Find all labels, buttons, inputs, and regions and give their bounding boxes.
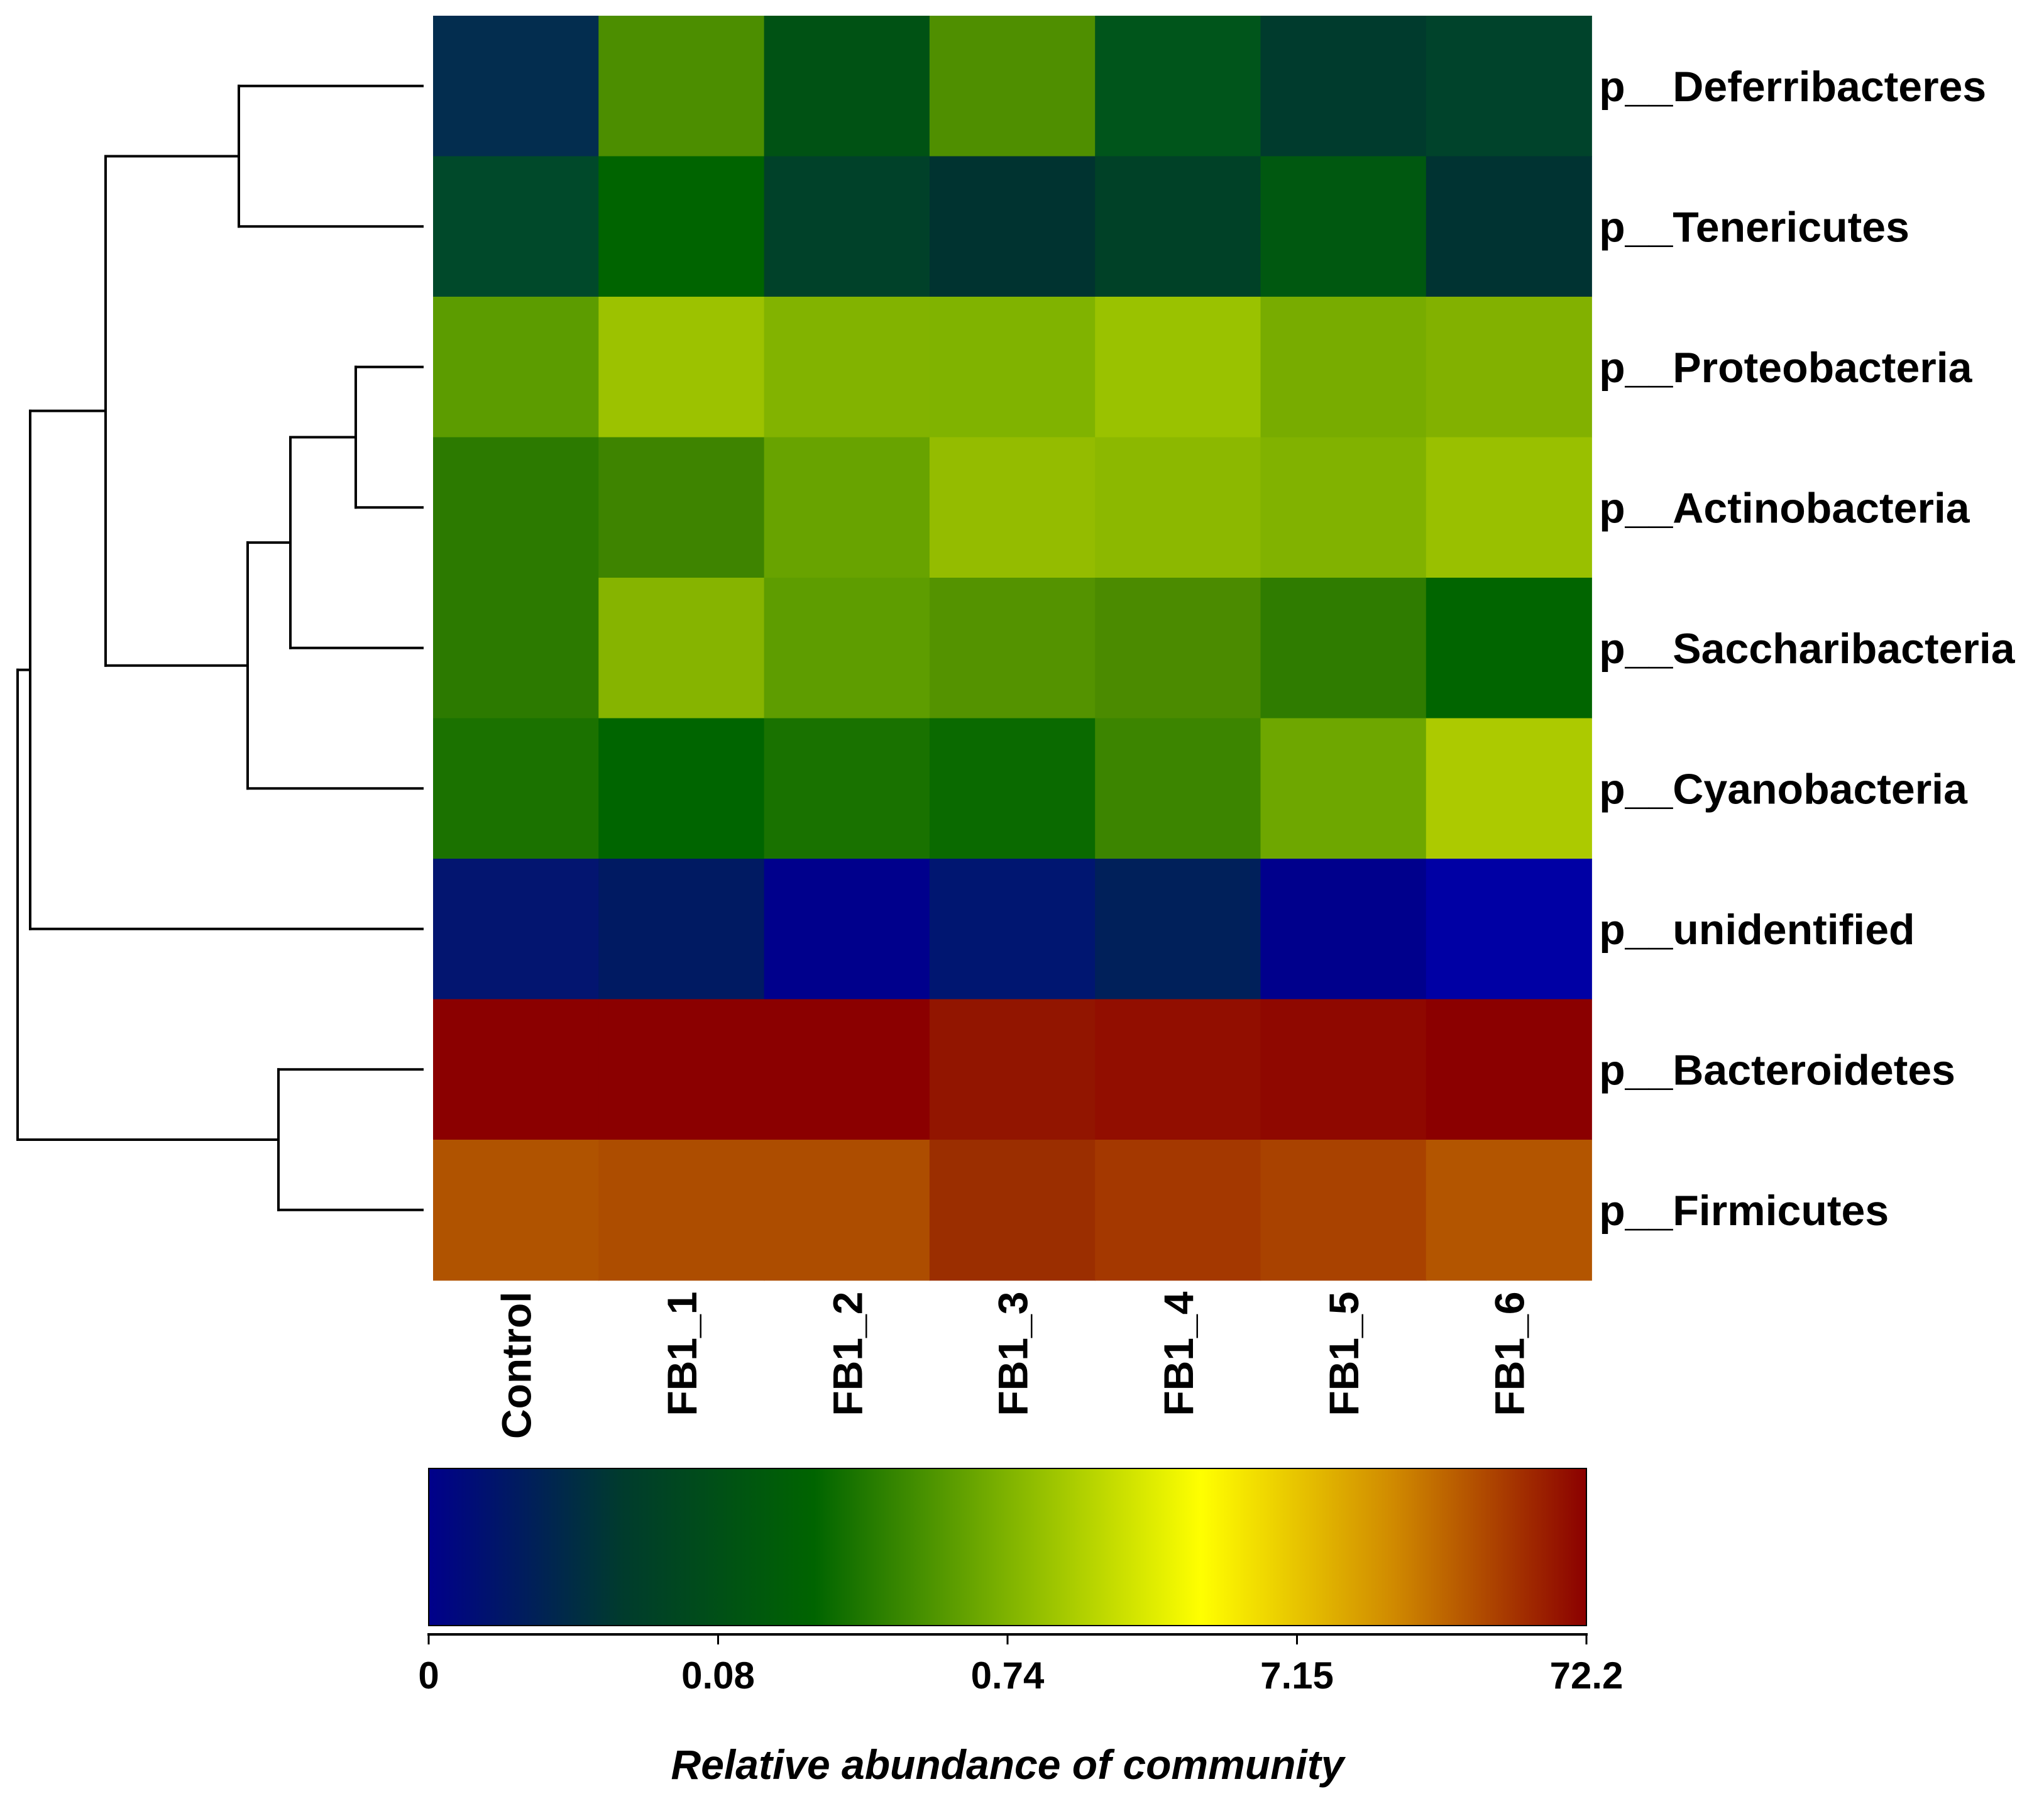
heatmap-cell-p-tenericutes-fb1-5: [1260, 156, 1427, 297]
heatmap-cell-p-cyanobacteria-fb1-3: [929, 718, 1096, 859]
heatmap-cell-p-tenericutes-control: [433, 156, 600, 297]
column-label: FB1_4: [1155, 1291, 1202, 1416]
colorbar-tick-label: 0: [418, 1655, 439, 1697]
heatmap-cell-p-actinobacteria-fb1-4: [1095, 437, 1261, 578]
heatmap-cell-p-deferribacteres-fb1-1: [598, 16, 765, 157]
heatmap-cell-p-saccharibacteria-control: [433, 578, 600, 719]
heatmap-cell-p-bacteroidetes-control: [433, 999, 600, 1140]
row-label: p__Cyanobacteria: [1599, 765, 1968, 813]
heatmap-cell-p-unidentified-fb1-3: [929, 859, 1096, 1000]
row-label: p__Actinobacteria: [1599, 484, 1970, 532]
heatmap-cell-p-actinobacteria-control: [433, 437, 600, 578]
heatmap-cell-p-bacteroidetes-fb1-5: [1260, 999, 1427, 1140]
row-label: p__unidentified: [1599, 906, 1915, 954]
heatmap-cell-p-bacteroidetes-fb1-3: [929, 999, 1096, 1140]
colorbar-title: Relative abundance of community: [671, 1741, 1346, 1788]
heatmap-cell-p-saccharibacteria-fb1-4: [1095, 578, 1261, 719]
row-label: p__Tenericutes: [1599, 203, 1909, 251]
heatmap-cell-p-deferribacteres-fb1-4: [1095, 16, 1261, 157]
heatmap-cell-p-cyanobacteria-fb1-4: [1095, 718, 1261, 859]
heatmap-cell-p-unidentified-fb1-6: [1426, 859, 1592, 1000]
heatmap-cell-p-cyanobacteria-fb1-2: [764, 718, 930, 859]
heatmap-cell-p-deferribacteres-control: [433, 16, 600, 157]
colorbar-tick-label: 0.08: [681, 1655, 755, 1697]
heatmap-cell-p-unidentified-fb1-2: [764, 859, 930, 1000]
row-label: p__Firmicutes: [1599, 1187, 1889, 1235]
column-label: FB1_3: [990, 1292, 1036, 1416]
heatmap-cell-p-proteobacteria-fb1-6: [1426, 297, 1592, 438]
column-labels: Control FB1_1 FB1_2 FB1_3 FB1_4 FB1_5 FB1_6: [493, 1291, 1533, 1439]
heatmap-cell-p-unidentified-fb1-1: [598, 859, 765, 1000]
heatmap-cell-p-unidentified-fb1-4: [1095, 859, 1261, 1000]
colorbar-tick-label: 0.74: [971, 1655, 1045, 1697]
heatmap-cell-p-cyanobacteria-control: [433, 718, 600, 859]
heatmap-cell-p-tenericutes-fb1-2: [764, 156, 930, 297]
row-label: p__Deferribacteres: [1599, 63, 1986, 111]
heatmap-cell-p-proteobacteria-fb1-1: [598, 297, 765, 438]
heatmap-cell-p-proteobacteria-control: [433, 297, 600, 438]
heatmap-cell-p-deferribacteres-fb1-2: [764, 16, 930, 157]
heatmap-cell-p-actinobacteria-fb1-2: [764, 437, 930, 578]
heatmap-cell-p-actinobacteria-fb1-1: [598, 437, 765, 578]
heatmap-cell-p-firmicutes-fb1-6: [1426, 1140, 1592, 1281]
colorbar-tick-label: 7.15: [1260, 1655, 1334, 1697]
heatmap-cells: [433, 16, 1592, 1281]
heatmap-cell-p-firmicutes-control: [433, 1140, 600, 1281]
column-label: FB1_6: [1486, 1292, 1532, 1416]
heatmap-cell-p-bacteroidetes-fb1-4: [1095, 999, 1261, 1140]
heatmap-cell-p-proteobacteria-fb1-4: [1095, 297, 1261, 438]
row-dendrogram: [16, 84, 424, 1211]
heatmap-cell-p-saccharibacteria-fb1-6: [1426, 578, 1592, 719]
heatmap-cell-p-proteobacteria-fb1-5: [1260, 297, 1427, 438]
heatmap-cell-p-deferribacteres-fb1-6: [1426, 16, 1592, 157]
heatmap-cell-p-unidentified-control: [433, 859, 600, 1000]
column-label: FB1_2: [824, 1292, 871, 1416]
heatmap-cell-p-saccharibacteria-fb1-1: [598, 578, 765, 719]
row-label: p__Bacteroidetes: [1599, 1046, 1955, 1094]
heatmap-cell-p-firmicutes-fb1-1: [598, 1140, 765, 1281]
heatmap-cell-p-cyanobacteria-fb1-1: [598, 718, 765, 859]
heatmap-cell-p-actinobacteria-fb1-5: [1260, 437, 1427, 578]
column-label: Control: [493, 1292, 540, 1440]
heatmap-cell-p-firmicutes-fb1-2: [764, 1140, 930, 1281]
heatmap-cell-p-proteobacteria-fb1-2: [764, 297, 930, 438]
heatmap-cell-p-tenericutes-fb1-6: [1426, 156, 1592, 297]
heatmap-cell-p-firmicutes-fb1-5: [1260, 1140, 1427, 1281]
heatmap-cell-p-tenericutes-fb1-3: [929, 156, 1096, 297]
heatmap-cell-p-saccharibacteria-fb1-3: [929, 578, 1096, 719]
heatmap-cell-p-bacteroidetes-fb1-2: [764, 999, 930, 1140]
heatmap-cell-p-proteobacteria-fb1-3: [929, 297, 1096, 438]
heatmap-cell-p-cyanobacteria-fb1-6: [1426, 718, 1592, 859]
row-label: p__Saccharibacteria: [1599, 625, 2016, 673]
heatmap-cell-p-saccharibacteria-fb1-2: [764, 578, 930, 719]
heatmap-cell-p-unidentified-fb1-5: [1260, 859, 1427, 1000]
heatmap-cell-p-firmicutes-fb1-4: [1095, 1140, 1261, 1281]
column-label: FB1_5: [1321, 1292, 1367, 1416]
heatmap-cell-p-tenericutes-fb1-1: [598, 156, 765, 297]
heatmap-cell-p-actinobacteria-fb1-6: [1426, 437, 1592, 578]
heatmap-cell-p-firmicutes-fb1-3: [929, 1140, 1096, 1281]
color-legend: 0 0.08 0.74 7.15 72.2: [418, 1468, 1623, 1697]
heatmap-cell-p-bacteroidetes-fb1-6: [1426, 999, 1592, 1140]
heatmap-cell-p-saccharibacteria-fb1-5: [1260, 578, 1427, 719]
heatmap-cell-p-bacteroidetes-fb1-1: [598, 999, 765, 1140]
heatmap-cell-p-tenericutes-fb1-4: [1095, 156, 1261, 297]
colorbar-gradient: [428, 1468, 1587, 1626]
column-label: FB1_1: [659, 1292, 705, 1416]
heatmap-cell-p-deferribacteres-fb1-3: [929, 16, 1096, 157]
row-labels: p__Deferribacteres p__Tenericutes p__Prote…: [1599, 63, 2016, 1235]
colorbar-tick-label: 72.2: [1550, 1655, 1624, 1697]
heatmap-cell-p-deferribacteres-fb1-5: [1260, 16, 1427, 157]
heatmap-cell-p-actinobacteria-fb1-3: [929, 437, 1096, 578]
row-label: p__Proteobacteria: [1599, 344, 1973, 392]
heatmap-cell-p-cyanobacteria-fb1-5: [1260, 718, 1427, 859]
